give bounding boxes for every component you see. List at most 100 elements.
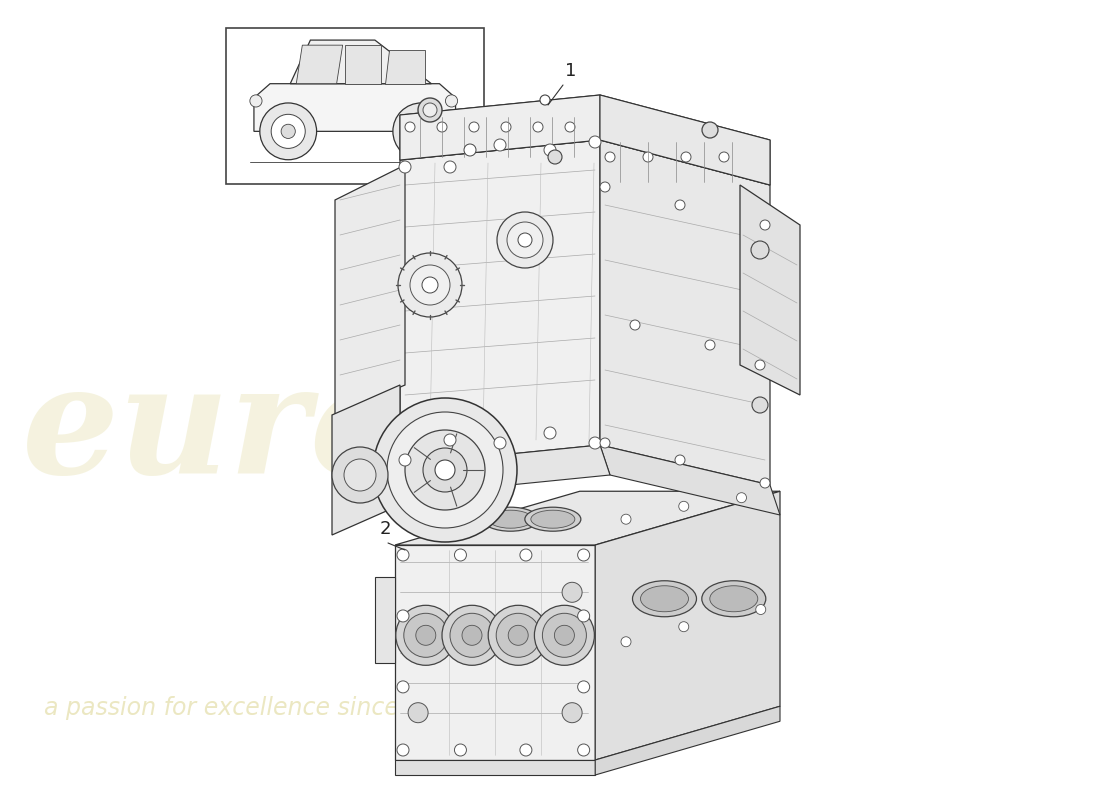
- Circle shape: [446, 95, 458, 107]
- Circle shape: [535, 606, 594, 666]
- Circle shape: [418, 98, 442, 122]
- Polygon shape: [290, 40, 431, 84]
- Circle shape: [454, 549, 466, 561]
- Circle shape: [397, 610, 409, 622]
- Circle shape: [578, 549, 590, 561]
- Circle shape: [405, 114, 438, 148]
- Circle shape: [399, 161, 411, 173]
- Polygon shape: [375, 578, 395, 663]
- Circle shape: [387, 412, 503, 528]
- Circle shape: [396, 606, 455, 666]
- Circle shape: [600, 438, 610, 448]
- Text: 2: 2: [379, 520, 392, 538]
- Circle shape: [250, 95, 262, 107]
- Circle shape: [404, 614, 448, 658]
- FancyBboxPatch shape: [226, 28, 484, 184]
- Circle shape: [405, 430, 485, 510]
- Circle shape: [675, 200, 685, 210]
- Circle shape: [621, 637, 631, 646]
- Ellipse shape: [640, 586, 689, 612]
- Circle shape: [444, 434, 456, 446]
- Circle shape: [588, 136, 601, 148]
- Polygon shape: [344, 45, 381, 84]
- Circle shape: [469, 122, 478, 132]
- Ellipse shape: [398, 507, 454, 531]
- Circle shape: [454, 744, 466, 756]
- Polygon shape: [600, 95, 770, 185]
- Circle shape: [464, 144, 476, 156]
- Circle shape: [588, 437, 601, 449]
- Circle shape: [544, 144, 556, 156]
- Circle shape: [494, 139, 506, 151]
- Circle shape: [760, 220, 770, 230]
- Circle shape: [679, 502, 689, 511]
- Circle shape: [450, 614, 494, 658]
- Circle shape: [437, 122, 447, 132]
- Circle shape: [398, 253, 462, 317]
- Ellipse shape: [440, 507, 496, 531]
- Circle shape: [462, 626, 482, 646]
- Circle shape: [554, 626, 574, 646]
- Polygon shape: [254, 84, 455, 131]
- Polygon shape: [400, 95, 600, 160]
- Polygon shape: [400, 140, 600, 465]
- Polygon shape: [296, 45, 343, 84]
- Polygon shape: [395, 491, 780, 545]
- Circle shape: [444, 161, 456, 173]
- Circle shape: [332, 447, 388, 503]
- Polygon shape: [336, 165, 405, 415]
- Polygon shape: [595, 491, 780, 760]
- Circle shape: [397, 549, 409, 561]
- Ellipse shape: [404, 510, 448, 528]
- Ellipse shape: [525, 507, 581, 531]
- Circle shape: [755, 360, 764, 370]
- Circle shape: [422, 277, 438, 293]
- Ellipse shape: [702, 581, 766, 617]
- Circle shape: [565, 122, 575, 132]
- Circle shape: [344, 459, 376, 491]
- Circle shape: [518, 233, 532, 247]
- Polygon shape: [400, 95, 770, 185]
- Circle shape: [424, 103, 437, 117]
- Circle shape: [644, 152, 653, 162]
- Circle shape: [397, 744, 409, 756]
- Polygon shape: [740, 185, 800, 395]
- Circle shape: [621, 514, 631, 524]
- Circle shape: [756, 605, 766, 614]
- Polygon shape: [385, 50, 426, 84]
- Text: 1: 1: [565, 62, 576, 80]
- Circle shape: [415, 124, 428, 138]
- Circle shape: [494, 437, 506, 449]
- Polygon shape: [395, 760, 595, 775]
- Text: a passion for excellence since 1985: a passion for excellence since 1985: [44, 696, 466, 720]
- Polygon shape: [400, 445, 610, 495]
- Text: europar: europar: [22, 358, 698, 506]
- Circle shape: [488, 606, 548, 666]
- Circle shape: [548, 150, 562, 164]
- Polygon shape: [595, 706, 780, 775]
- Circle shape: [719, 152, 729, 162]
- Polygon shape: [395, 545, 595, 760]
- Circle shape: [497, 212, 553, 268]
- Circle shape: [434, 460, 455, 480]
- Ellipse shape: [632, 581, 696, 617]
- Circle shape: [562, 582, 582, 602]
- Circle shape: [496, 614, 540, 658]
- Circle shape: [540, 95, 550, 105]
- Circle shape: [534, 122, 543, 132]
- Circle shape: [675, 455, 685, 465]
- Circle shape: [416, 626, 436, 646]
- Circle shape: [408, 702, 428, 722]
- Circle shape: [578, 744, 590, 756]
- Polygon shape: [332, 385, 400, 535]
- Circle shape: [393, 103, 450, 160]
- Circle shape: [600, 182, 610, 192]
- Ellipse shape: [488, 510, 532, 528]
- Circle shape: [630, 320, 640, 330]
- Circle shape: [410, 265, 450, 305]
- Circle shape: [405, 122, 415, 132]
- Ellipse shape: [483, 507, 539, 531]
- Circle shape: [260, 103, 317, 160]
- Circle shape: [605, 152, 615, 162]
- Circle shape: [272, 114, 305, 148]
